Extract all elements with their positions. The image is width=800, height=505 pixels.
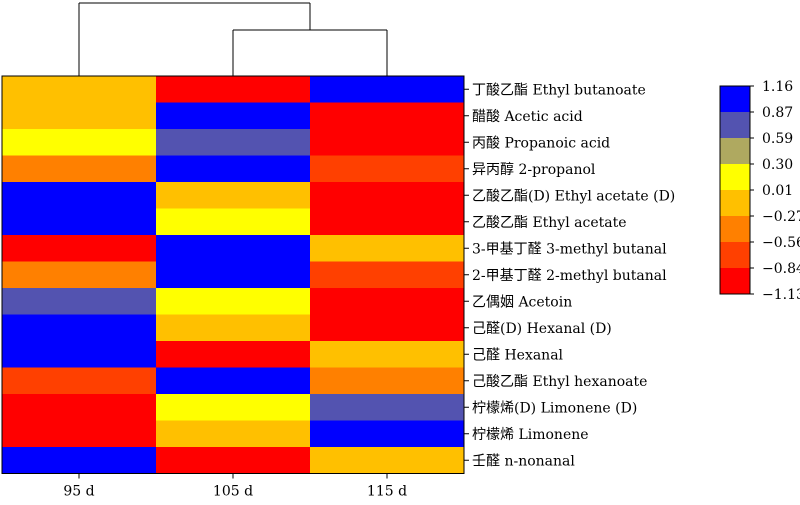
row-label: 乙酸乙酯(D) Ethyl acetate (D) — [472, 188, 675, 204]
heatmap-cell — [156, 155, 310, 183]
heatmap-cells — [1, 75, 465, 474]
heatmap-cell — [2, 76, 156, 103]
heatmap-cell — [156, 208, 310, 236]
heatmap-cell — [156, 129, 310, 156]
heatmap-cell — [156, 394, 310, 421]
heatmap-cell — [310, 314, 464, 342]
heatmap-cell — [156, 288, 310, 315]
heatmap-cell — [156, 102, 310, 130]
heatmap-cell — [310, 76, 464, 103]
heatmap-cell — [156, 447, 310, 474]
heatmap-cell — [310, 102, 464, 130]
legend-swatch — [720, 86, 750, 113]
legend-swatch — [720, 164, 750, 191]
legend-tick-label: −0.56 — [762, 235, 800, 251]
row-label: 2-甲基丁醛 2-methyl butanal — [472, 267, 667, 284]
heatmap-cell — [156, 76, 310, 103]
column-label: 105 d — [213, 484, 253, 500]
legend-tick-label: −0.27 — [762, 209, 800, 225]
heatmap-cell — [2, 208, 156, 236]
heatmap-cell — [2, 182, 156, 209]
row-label: 乙酸乙酯 Ethyl acetate — [472, 215, 627, 231]
legend-swatch — [720, 138, 750, 165]
heatmap-cell — [310, 129, 464, 156]
heatmap-cell — [2, 288, 156, 315]
heatmap-cell — [310, 208, 464, 236]
heatmap-cell — [156, 420, 310, 448]
row-label: 醋酸 Acetic acid — [472, 109, 583, 125]
legend-tick-label: 0.30 — [762, 157, 793, 173]
row-label: 壬醛 n-nonanal — [472, 453, 575, 469]
heatmap-cell — [156, 341, 310, 368]
row-labels: 丁酸乙酯 Ethyl butanoate 醋酸 Acetic acid 丙酸 Pro… — [464, 82, 675, 469]
row-label: 3-甲基丁醛 3-methyl butanal — [472, 240, 667, 257]
heatmap-cell — [310, 182, 464, 209]
legend-swatch — [720, 268, 750, 295]
column-label: 115 d — [367, 484, 407, 500]
heatmap-cell — [310, 420, 464, 448]
heatmap-cell — [2, 367, 156, 395]
legend-tick-label: 0.01 — [762, 183, 793, 199]
row-label: 柠檬烯 Limonene — [472, 427, 589, 443]
row-label: 异丙醇 2-propanol — [472, 161, 596, 178]
heatmap-cell — [2, 129, 156, 156]
heatmap-cell — [310, 394, 464, 421]
row-label: 丁酸乙酯 Ethyl butanoate — [472, 82, 646, 98]
heatmap-cell — [156, 314, 310, 342]
heatmap-cell — [2, 420, 156, 448]
heatmap-cell — [310, 288, 464, 315]
heatmap-cell — [310, 235, 464, 262]
legend-tick-label: −0.84 — [762, 261, 800, 277]
heatmap-cell — [310, 155, 464, 183]
legend-tick-label: 1.16 — [762, 79, 793, 95]
heatmap-cell — [2, 341, 156, 368]
heatmap-cell — [156, 367, 310, 395]
legend-swatch — [720, 112, 750, 139]
legend-tick-label: −1.13 — [762, 287, 800, 303]
legend-tick-label: 0.87 — [762, 105, 793, 121]
heatmap-cell — [156, 235, 310, 262]
heatmap-cell — [2, 155, 156, 183]
row-label: 柠檬烯(D) Limonene (D) — [472, 400, 637, 416]
heatmap-cell — [2, 447, 156, 474]
column-labels: 95 d 105 d 115 d — [63, 473, 407, 500]
heatmap-cell — [2, 261, 156, 289]
column-label: 95 d — [63, 484, 94, 500]
column-dendrogram — [78, 2, 388, 76]
row-label: 己醛(D) Hexanal (D) — [472, 321, 612, 337]
heatmap-cell — [2, 394, 156, 421]
row-label: 乙偶姻 Acetoin — [472, 294, 572, 310]
heatmap-cell — [2, 314, 156, 342]
legend-swatch — [720, 216, 750, 243]
legend-swatch — [720, 242, 750, 269]
heatmap-cell — [310, 447, 464, 474]
heatmap-cell — [310, 341, 464, 368]
heatmap-cell — [156, 261, 310, 289]
row-label: 己酸乙酯 Ethyl hexanoate — [472, 374, 647, 390]
heatmap-cell — [310, 367, 464, 395]
heatmap-cell — [2, 235, 156, 262]
legend-swatch — [720, 190, 750, 217]
heatmap-cell — [2, 102, 156, 130]
color-legend: 1.16 0.87 0.59 0.30 0.01 −0.27 −0.56 −0.84 −1.13 — [719, 79, 800, 303]
heatmap-cell — [310, 261, 464, 289]
legend-tick-label: 0.59 — [762, 131, 793, 147]
row-label: 丙酸 Propanoic acid — [472, 135, 610, 151]
heatmap-cell — [156, 182, 310, 209]
row-label: 己醛 Hexanal — [472, 347, 564, 363]
